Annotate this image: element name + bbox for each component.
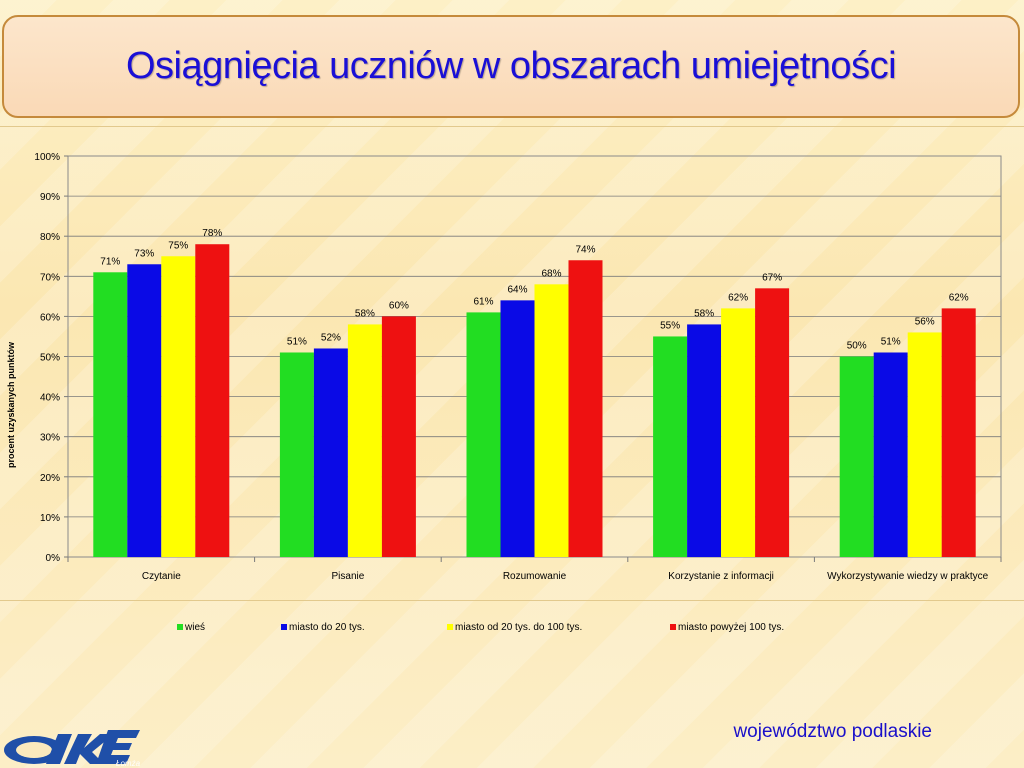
data-label: 78% (202, 228, 222, 239)
data-label: 56% (915, 316, 935, 327)
x-tick-label: Rozumowanie (503, 571, 567, 582)
y-tick-label: 40% (40, 393, 60, 404)
data-label: 60% (389, 300, 409, 311)
y-tick-label: 50% (40, 353, 60, 364)
bar (721, 308, 756, 557)
bar (907, 332, 942, 557)
divider-top (0, 126, 1024, 127)
data-label: 62% (728, 292, 748, 303)
bar (534, 284, 569, 557)
y-tick-label: 90% (40, 192, 60, 203)
data-label: 67% (762, 272, 782, 283)
data-label: 58% (355, 308, 375, 319)
bar (755, 288, 790, 557)
bar (347, 324, 382, 557)
data-label: 74% (575, 244, 595, 255)
y-tick-label: 20% (40, 473, 60, 484)
bar (687, 324, 722, 557)
y-tick-label: 80% (40, 232, 60, 243)
legend: wieś miasto do 20 tys. miasto od 20 tys. d… (177, 622, 784, 633)
data-label: 73% (134, 248, 154, 259)
y-tick-label: 30% (40, 433, 60, 444)
data-label: 58% (694, 308, 714, 319)
legend-swatch (177, 624, 183, 630)
divider-bottom (0, 600, 1024, 601)
y-axis-label: procent uzyskanych punktów (6, 341, 16, 468)
region-label: województwo podlaskie (733, 721, 932, 742)
data-label: 62% (949, 292, 969, 303)
legend-label: miasto powyżej 100 tys. (678, 622, 784, 633)
x-tick-label: Czytanie (142, 571, 181, 582)
bar (873, 352, 908, 557)
logo-text: Łomża (116, 759, 141, 768)
bar (839, 356, 874, 557)
bars (93, 244, 976, 557)
legend-swatch (281, 624, 287, 630)
legend-label: wieś (184, 622, 205, 633)
x-tick-label: Wykorzystywanie wiedzy w praktyce (827, 571, 989, 582)
data-label: 51% (287, 336, 307, 347)
bar (381, 316, 416, 557)
oke-logo: Łomża (4, 730, 141, 768)
bar (941, 308, 976, 557)
bar (93, 272, 128, 557)
bar (195, 244, 230, 557)
data-label: 50% (847, 341, 867, 352)
data-label: 51% (881, 336, 901, 347)
slide-title: Osiągnięcia uczniów w obszarach umiejętn… (125, 45, 897, 87)
bar (466, 312, 501, 557)
bar (161, 256, 196, 557)
title-banner: Osiągnięcia uczniów w obszarach umiejętn… (2, 15, 1020, 118)
bar (127, 264, 162, 557)
legend-label: miasto do 20 tys. (289, 622, 365, 633)
axes: 0% 10% 20% 30% 40% 50% 60% 70% 80% 90% 100% Czytani… (34, 152, 1002, 582)
legend-swatch (447, 624, 453, 630)
data-label: 61% (473, 296, 493, 307)
data-label: 64% (507, 284, 527, 295)
bar (653, 336, 688, 557)
bar (568, 260, 603, 557)
y-tick-label: 10% (40, 513, 60, 524)
data-label: 75% (168, 240, 188, 251)
data-label: 52% (321, 332, 341, 343)
y-tick-label: 100% (34, 152, 60, 163)
bar (500, 300, 535, 557)
legend-label: miasto od 20 tys. do 100 tys. (455, 622, 582, 633)
y-tick-label: 0% (46, 553, 61, 564)
data-label: 71% (100, 256, 120, 267)
x-tick-label: Korzystanie z informacji (668, 571, 774, 582)
y-tick-label: 60% (40, 312, 60, 323)
data-label: 68% (541, 268, 561, 279)
x-tick-label: Pisanie (331, 571, 364, 582)
bar (313, 348, 348, 557)
data-labels: 71% 73% 75% 78% 51% 52% 58% 60% 61% 64% 68% 74% 55% 5… (100, 228, 969, 351)
bar-chart: 0% 10% 20% 30% 40% 50% 60% 70% 80% 90% 100% Czytani… (6, 152, 1002, 633)
bar (279, 352, 314, 557)
data-label: 55% (660, 320, 680, 331)
y-tick-label: 70% (40, 272, 60, 283)
legend-swatch (670, 624, 676, 630)
